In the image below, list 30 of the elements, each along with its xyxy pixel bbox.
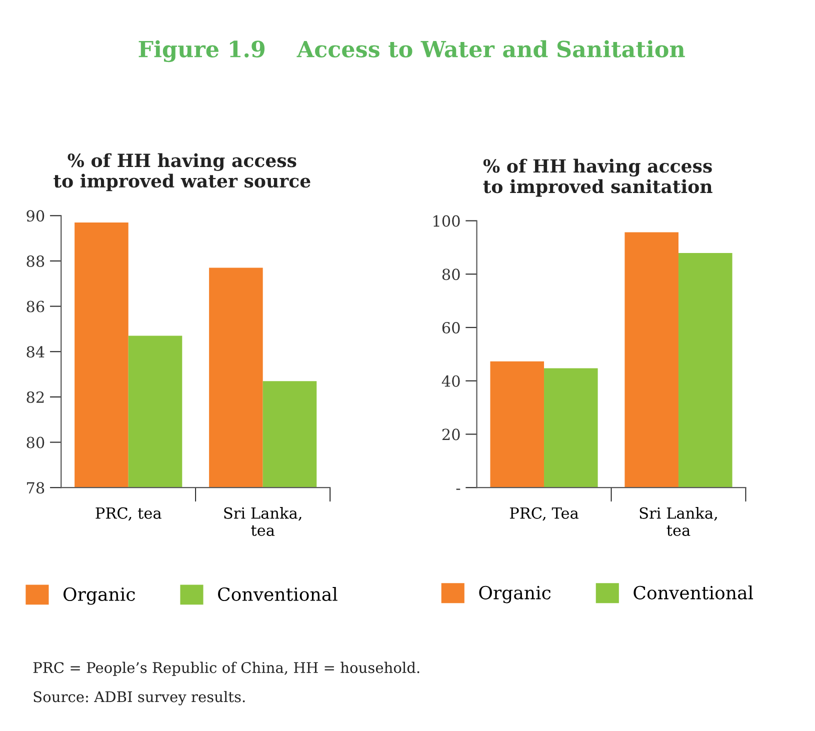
bar bbox=[544, 368, 598, 488]
text: PRC = People’s Republic of China, HH = household. bbox=[33, 662, 420, 676]
x-tick-label: PRC, Tea bbox=[510, 507, 578, 521]
chart-subtitle: % of HH having access to improved sanitation bbox=[483, 158, 712, 197]
legend-label: Conventional bbox=[218, 587, 338, 602]
source-note: Source: ADBI survey results. bbox=[34, 690, 245, 706]
legend-label: Conventional bbox=[634, 586, 754, 600]
y-tick-label: 60 bbox=[442, 322, 460, 334]
x-tick-label: PRC, tea bbox=[96, 507, 162, 521]
y-tick-label: 90 bbox=[26, 210, 44, 222]
x-tick-label: Sri Lanka, tea bbox=[640, 507, 717, 536]
legend-label: Organic bbox=[479, 586, 551, 604]
y-tick-label: 88 bbox=[26, 255, 44, 267]
y-tick-label: 40 bbox=[442, 375, 460, 387]
bar bbox=[490, 361, 544, 488]
y-tick-label: 84 bbox=[26, 346, 44, 358]
text: Figure 1.9 Access to Water and Sanitation bbox=[138, 40, 685, 62]
y-tick-label: 80 bbox=[26, 436, 44, 448]
y-tick-label: 86 bbox=[26, 300, 44, 312]
y-tick-label: 100 bbox=[434, 215, 460, 227]
bar bbox=[678, 253, 732, 488]
x-tick-label: Sri Lanka, tea bbox=[224, 507, 302, 536]
y-tick-label: - bbox=[456, 488, 460, 490]
legend-label: Organic bbox=[64, 587, 135, 605]
chart-subtitle: % of HH having access to improved water source bbox=[54, 153, 310, 192]
y-tick-label: 80 bbox=[442, 268, 460, 280]
y-tick-label: 78 bbox=[26, 482, 44, 494]
y-tick-label: 82 bbox=[26, 391, 44, 403]
bar bbox=[624, 232, 678, 488]
y-tick-label: 20 bbox=[442, 428, 460, 440]
